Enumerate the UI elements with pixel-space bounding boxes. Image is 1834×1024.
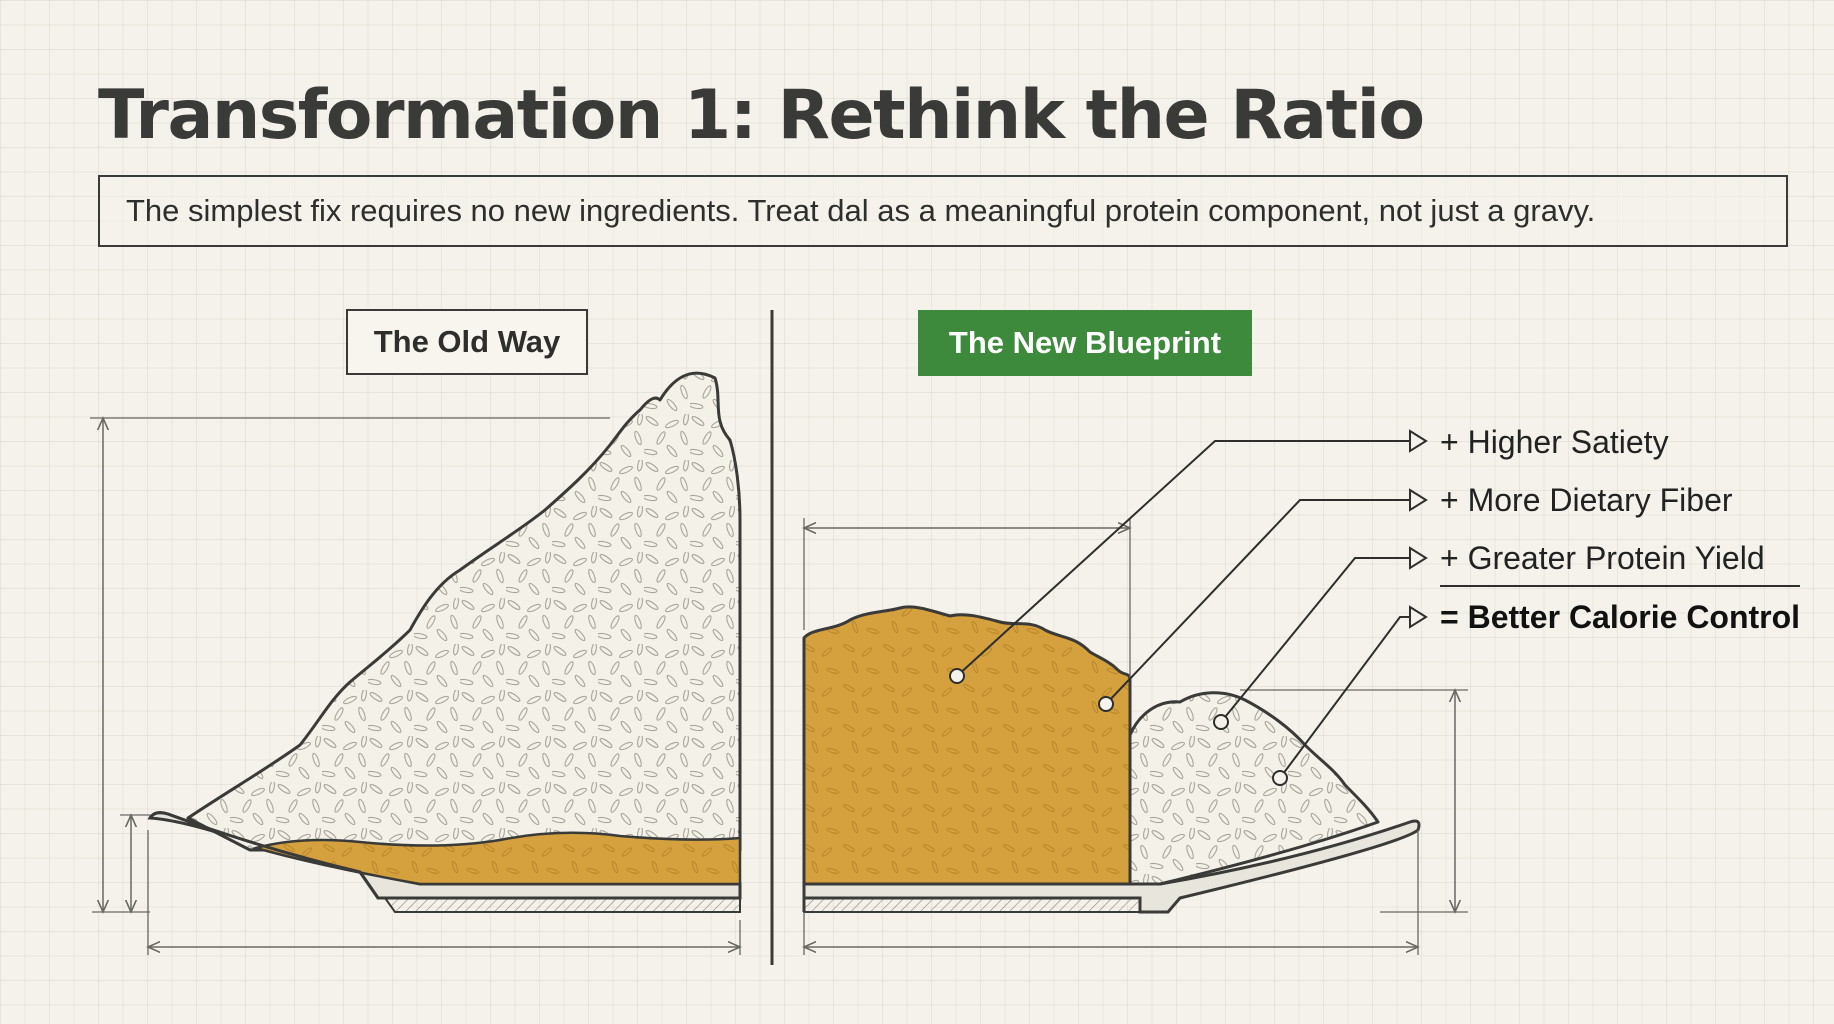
old-way-plate-illustration (90, 371, 742, 955)
benefit-satiety: + Higher Satiety (1440, 424, 1669, 460)
leader-fiber (1105, 499, 1415, 705)
new-blueprint-plate-illustration (802, 518, 1468, 955)
new-plate (802, 819, 1421, 914)
new-blueprint-label: The New Blueprint (918, 310, 1252, 376)
new-dal-block (802, 605, 1132, 886)
new-plate-foot (803, 897, 1141, 913)
old-plate-foot (383, 897, 741, 913)
benefit-protein: + Greater Protein Yield (1440, 540, 1765, 576)
leader-protein (1220, 557, 1415, 723)
old-rice-mound (186, 371, 742, 852)
subtitle-box: The simplest fix requires no new ingredi… (98, 175, 1788, 247)
leader-satiety (956, 440, 1415, 677)
old-dal-layer (251, 831, 742, 886)
old-way-label-text: The Old Way (373, 324, 561, 359)
new-rice-mound (1128, 691, 1380, 886)
result-calorie-control: = Better Calorie Control (1440, 599, 1801, 635)
page-title: Transformation 1: Rethink the Ratio (98, 76, 1425, 155)
old-way-label: The Old Way (346, 309, 588, 375)
subtitle-text: The simplest fix requires no new ingredi… (126, 193, 1596, 228)
new-blueprint-label-text: The New Blueprint (948, 325, 1222, 360)
callout-leaders (949, 429, 1428, 786)
benefit-fiber: + More Dietary Fiber (1440, 482, 1733, 518)
